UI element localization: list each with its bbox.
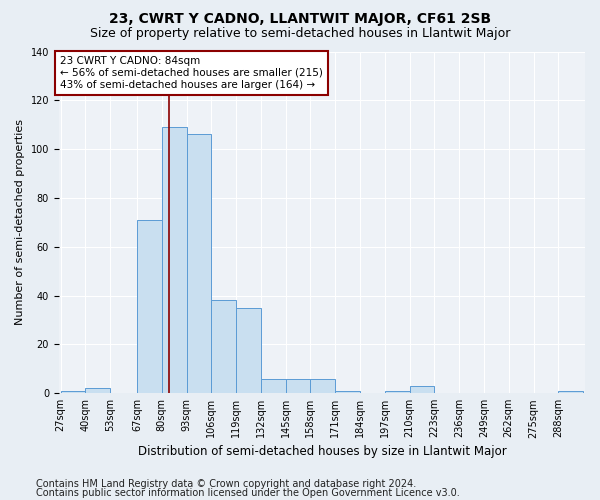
Bar <box>559 391 583 393</box>
Bar <box>261 378 286 393</box>
Text: Contains public sector information licensed under the Open Government Licence v3: Contains public sector information licen… <box>36 488 460 498</box>
Bar <box>162 127 187 393</box>
Bar <box>410 386 434 393</box>
Bar <box>236 308 261 393</box>
Bar <box>385 391 410 393</box>
Bar <box>187 134 211 393</box>
Bar <box>61 391 85 393</box>
Text: 23, CWRT Y CADNO, LLANTWIT MAJOR, CF61 2SB: 23, CWRT Y CADNO, LLANTWIT MAJOR, CF61 2… <box>109 12 491 26</box>
Bar <box>335 391 360 393</box>
Text: Contains HM Land Registry data © Crown copyright and database right 2024.: Contains HM Land Registry data © Crown c… <box>36 479 416 489</box>
Bar <box>211 300 236 393</box>
Bar <box>85 388 110 393</box>
Y-axis label: Number of semi-detached properties: Number of semi-detached properties <box>15 120 25 326</box>
Bar <box>310 378 335 393</box>
X-axis label: Distribution of semi-detached houses by size in Llantwit Major: Distribution of semi-detached houses by … <box>137 444 506 458</box>
Text: Size of property relative to semi-detached houses in Llantwit Major: Size of property relative to semi-detach… <box>90 28 510 40</box>
Text: 23 CWRT Y CADNO: 84sqm
← 56% of semi-detached houses are smaller (215)
43% of se: 23 CWRT Y CADNO: 84sqm ← 56% of semi-det… <box>60 56 323 90</box>
Bar <box>286 378 310 393</box>
Bar <box>137 220 162 393</box>
